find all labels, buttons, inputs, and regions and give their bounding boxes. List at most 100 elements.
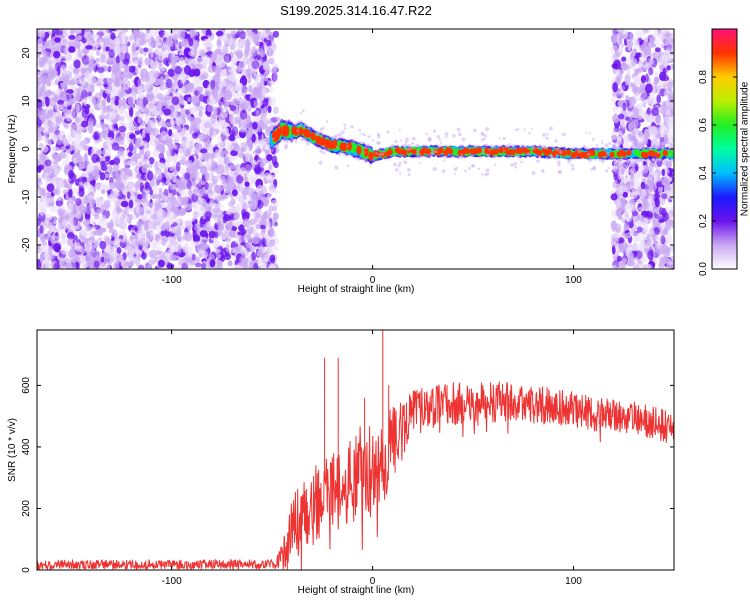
noise-speckle	[134, 59, 139, 67]
noise-speckle	[253, 262, 259, 269]
noise-speckle	[245, 242, 251, 249]
noise-speckle	[98, 114, 106, 121]
noise-speckle	[665, 246, 671, 257]
noise-speckle	[210, 79, 216, 90]
noise-speckle	[99, 240, 107, 250]
noise-speckle	[100, 256, 105, 263]
noise-speckle	[127, 96, 134, 106]
noise-speckle	[198, 74, 207, 81]
noise-speckle	[62, 214, 71, 220]
noise-speckle	[134, 126, 140, 132]
noise-speckle	[238, 235, 245, 243]
noise-speckle	[230, 198, 236, 205]
noise-speckle	[51, 29, 60, 35]
noise-speckle	[199, 49, 206, 57]
noise-speckle	[120, 200, 129, 208]
noise-speckle	[183, 65, 191, 75]
noise-speckle	[240, 85, 249, 92]
noise-speckle	[255, 232, 260, 238]
noise-speckle	[264, 29, 271, 34]
noise-speckle	[174, 228, 182, 237]
noise-speckle	[168, 212, 176, 221]
noise-speckle	[106, 221, 111, 229]
noise-speckle	[150, 50, 155, 59]
noise-speckle	[255, 224, 261, 230]
noise-speckle	[100, 53, 107, 63]
noise-speckle	[160, 130, 168, 141]
noise-speckle	[122, 172, 130, 180]
noise-speckle	[160, 194, 168, 202]
noise-speckle	[82, 72, 88, 82]
noise-speckle	[71, 186, 78, 196]
noise-speckle	[124, 36, 129, 46]
noise-speckle	[80, 256, 87, 264]
noise-speckle	[233, 50, 239, 56]
noise-speckle	[181, 38, 188, 47]
noise-speckle	[87, 91, 92, 97]
noise-speckle	[163, 108, 172, 116]
noise-speckle	[160, 65, 166, 72]
noise-speckle	[207, 65, 216, 73]
noise-speckle	[634, 86, 641, 96]
noise-speckle	[145, 90, 154, 100]
noise-speckle	[186, 218, 191, 227]
noise-speckle	[180, 75, 187, 85]
noise-speckle	[71, 140, 76, 149]
noise-speckle	[253, 100, 259, 109]
noise-speckle	[137, 59, 146, 67]
noise-speckle	[659, 125, 664, 135]
noise-speckle	[653, 71, 659, 77]
noise-speckle	[170, 56, 178, 65]
noise-speckle	[103, 200, 111, 209]
noise-speckle	[171, 125, 177, 131]
noise-speckle	[177, 244, 182, 254]
noise-speckle	[143, 223, 149, 231]
noise-speckle	[663, 49, 671, 60]
noise-speckle	[169, 246, 178, 253]
noise-speckle	[129, 107, 134, 118]
noise-speckle	[621, 56, 627, 62]
noise-speckle	[635, 30, 643, 39]
noise-speckle	[266, 193, 272, 201]
noise-speckle	[143, 47, 149, 53]
noise-speckle	[116, 247, 122, 254]
noise-speckle	[139, 181, 145, 190]
noise-speckle	[252, 210, 256, 220]
noise-speckle	[189, 29, 195, 39]
noise-speckle	[116, 254, 124, 263]
noise-speckle	[47, 109, 54, 117]
noise-speckle	[219, 151, 225, 158]
noise-speckle	[219, 141, 223, 152]
noise-speckle	[62, 69, 71, 76]
noise-speckle	[192, 132, 199, 139]
noise-speckle	[70, 172, 77, 183]
noise-speckle	[168, 237, 176, 247]
noise-speckle	[145, 113, 150, 123]
noise-speckle	[161, 41, 167, 52]
noise-speckle	[244, 151, 251, 162]
noise-speckle	[53, 242, 61, 253]
noise-speckle	[268, 87, 274, 93]
noise-speckle	[223, 102, 230, 107]
noise-speckle	[172, 221, 178, 227]
noise-speckle	[87, 226, 93, 231]
noise-speckle	[98, 227, 105, 233]
noise-speckle	[166, 224, 171, 232]
noise-speckle	[92, 34, 100, 40]
noise-speckle	[67, 202, 74, 214]
noise-speckle	[231, 56, 239, 61]
noise-speckle	[238, 59, 247, 70]
noise-speckle	[83, 197, 90, 205]
noise-speckle	[159, 30, 164, 38]
noise-speckle	[262, 258, 268, 268]
noise-speckle	[91, 97, 97, 104]
noise-speckle	[74, 241, 81, 252]
noise-speckle	[268, 57, 275, 65]
noise-speckle	[129, 248, 137, 255]
noise-speckle	[60, 230, 67, 240]
noise-speckle	[656, 85, 661, 95]
noise-speckle	[53, 263, 61, 269]
noise-speckle	[238, 40, 246, 48]
noise-speckle	[262, 98, 269, 107]
noise-speckle	[48, 131, 54, 140]
